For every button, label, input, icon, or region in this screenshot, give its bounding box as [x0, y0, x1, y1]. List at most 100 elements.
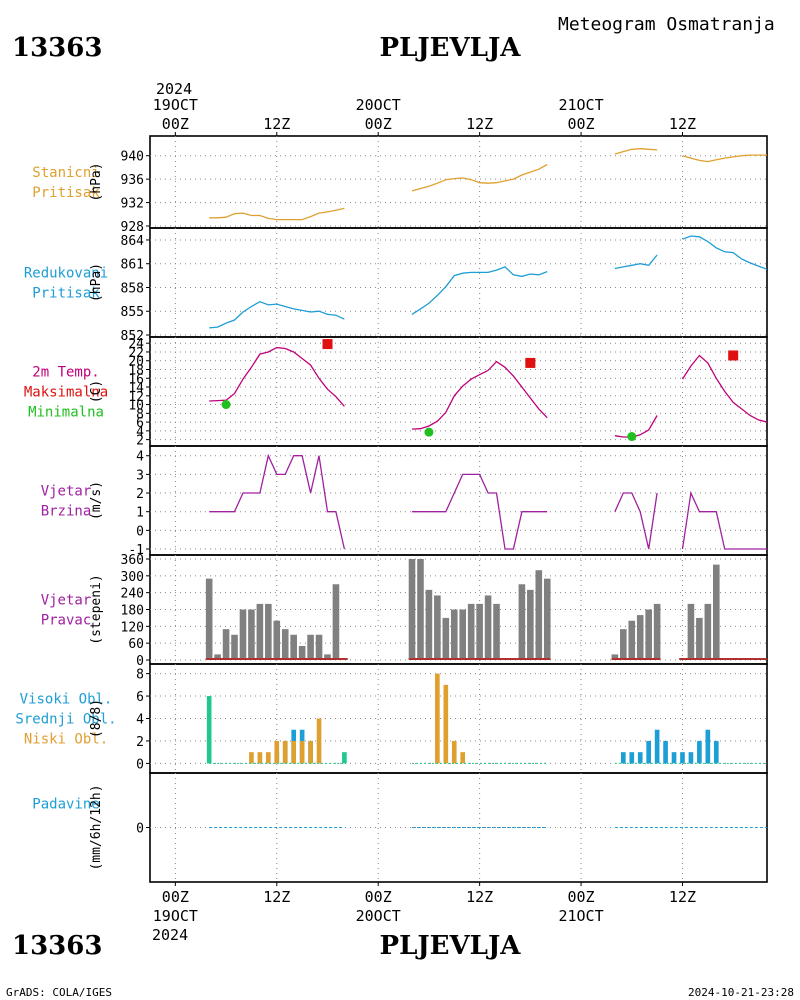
series-line [209, 300, 345, 329]
cloud-bar-mid [713, 740, 719, 764]
wind-dir-bar [687, 603, 695, 660]
station-name-top: PLJEVLJA [380, 33, 522, 63]
tmin-marker [627, 432, 637, 442]
series-line [614, 415, 658, 438]
wind-dir-bar [315, 634, 323, 660]
y-tick-label: 2 [136, 735, 144, 750]
panel-unit: (8/8) [89, 699, 104, 738]
y-tick-label: 360 [121, 553, 144, 568]
cloud-bar-mid [637, 752, 643, 764]
wind-dir-bar [256, 603, 264, 660]
y-tick-label: 16 [128, 372, 144, 387]
date-label-top: 21OCT [558, 96, 603, 114]
tmin-marker [221, 400, 231, 410]
date-label-top: 20OCT [356, 96, 401, 114]
series-line [614, 148, 658, 155]
panel-data [209, 148, 767, 221]
cloud-bar-low [282, 740, 288, 764]
wind-dir-bar [696, 617, 703, 660]
y-tick-label: 6 [136, 690, 144, 705]
cloud-bar-mid [663, 740, 668, 764]
panel-data [209, 453, 767, 550]
wind-dir-bar [281, 629, 289, 660]
y-tick-label: 10 [128, 399, 144, 414]
wind-dir-bar [417, 559, 424, 660]
wind-dir-bar [645, 609, 652, 660]
y-tick-label: 852 [121, 329, 144, 344]
panel-frame [149, 445, 768, 556]
panel-p6: Visoki Obl. Srednji Obl. Niski Obl.(8/8) 0 2… [15, 663, 768, 774]
cloud-bar-mid [654, 729, 660, 764]
wind-dir-bar [298, 645, 306, 660]
wind-dir-bar [628, 620, 636, 660]
wind-dir-bar [290, 634, 297, 660]
wind-dir-bar [535, 570, 543, 660]
wind-dir-bar [476, 603, 483, 660]
wind-dir-bar [307, 634, 314, 660]
wind-dir-bar [493, 603, 500, 660]
y-tick-label: 6 [136, 416, 144, 431]
wind-dir-bar [467, 603, 475, 660]
cloud-bar-low [308, 740, 313, 764]
y-tick-label: 858 [121, 281, 144, 296]
y-tick-label: 936 [121, 173, 144, 188]
y-tick-label: 4 [136, 713, 144, 728]
wind-dir-bar [620, 629, 627, 660]
panel-frame [149, 227, 768, 338]
panel-unit: (C) [89, 380, 104, 403]
series-line [614, 492, 658, 550]
y-tick-label: 4 [136, 450, 144, 465]
panel-label: Minimalna [28, 405, 104, 421]
panel-p3: 2m Temp.MaksimalnaMinimalna(C)2468101214… [24, 336, 768, 449]
y-tick-label: 8 [136, 407, 144, 422]
tmax-marker [322, 339, 333, 350]
panel-label: Srednji Obl. [15, 712, 116, 728]
hour-label-bottom: 00Z [365, 888, 392, 906]
product-title: Meteogram Osmatranja [558, 14, 775, 35]
tmax-marker [728, 350, 739, 361]
wind-dir-bar [425, 589, 433, 660]
panel-label: Niski Obl. [24, 732, 108, 748]
series-line [209, 346, 345, 407]
y-tick-label: 932 [121, 197, 144, 212]
wind-dir-bar [434, 595, 441, 660]
series-line [412, 473, 548, 550]
date-label-top: 19OCT [153, 96, 198, 114]
hour-label-bottom: 00Z [162, 888, 189, 906]
tmin-marker [424, 427, 434, 437]
wind-dir-bar [636, 615, 644, 660]
y-tick-label: 22 [128, 346, 144, 361]
y-tick-label: 24 [128, 337, 144, 352]
y-tick-label: 940 [121, 150, 144, 165]
y-tick-label: 0 [136, 757, 144, 772]
panel-data [209, 339, 767, 442]
panel-data [206, 673, 767, 764]
header: 13363 PLJEVLJA Meteogram Osmatranja 2024 [12, 14, 775, 98]
panel-unit: (mm/6h/12h) [89, 784, 104, 870]
panel-label: Brzina [41, 504, 92, 520]
y-tick-label: 2 [136, 487, 144, 502]
cloud-bar-mid [620, 752, 626, 764]
cloud-bar-low [435, 673, 440, 764]
wind-dir-bar [442, 617, 450, 660]
series-line [681, 354, 767, 423]
y-tick-label: 14 [128, 381, 144, 396]
y-tick-label: 0 [136, 654, 144, 669]
y-tick-label: -1 [128, 543, 144, 558]
wind-dir-bar [265, 603, 272, 660]
y-tick-label: 3 [136, 468, 144, 483]
panel-label: Redukovani [24, 266, 108, 282]
wind-dir-bar [273, 620, 281, 660]
hour-label-top: 00Z [162, 115, 189, 133]
y-tick-label: 2 [136, 434, 144, 449]
y-tick-label: 864 [121, 234, 145, 249]
cloud-bar-low [460, 752, 466, 764]
panel-p1: Stanicni Pritisak(hPa) 928 932 936 940 [32, 135, 768, 235]
cloud-bar-mid [705, 729, 711, 764]
hour-label-top: 12Z [669, 115, 696, 133]
footer-left: GrADS: COLA/IGES [6, 986, 112, 999]
hour-label-bottom: 12Z [669, 888, 696, 906]
y-tick-label: 4 [136, 425, 144, 440]
series-line [682, 235, 767, 270]
series-line [411, 163, 548, 192]
